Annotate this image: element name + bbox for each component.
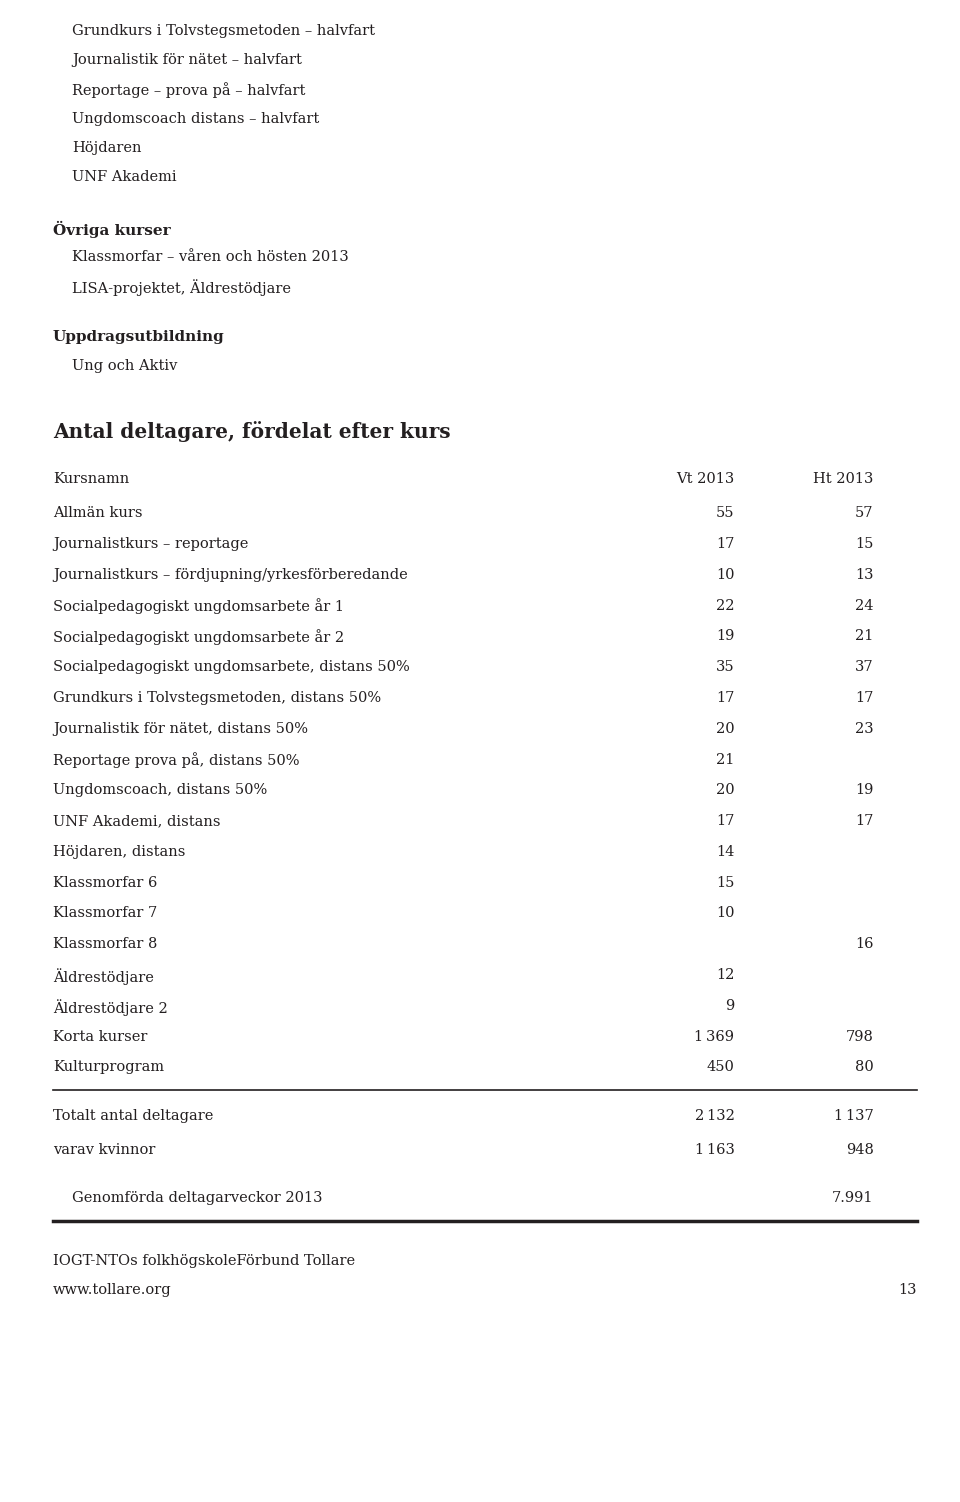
Text: Klassmorfar 6: Klassmorfar 6 xyxy=(53,876,157,889)
Text: Journalistkurs – reportage: Journalistkurs – reportage xyxy=(53,536,249,551)
Text: Journalistkurs – fördjupning/yrkesförberedande: Journalistkurs – fördjupning/yrkesförber… xyxy=(53,568,408,581)
Text: Övriga kurser: Övriga kurser xyxy=(53,221,171,237)
Text: 2 132: 2 132 xyxy=(694,1108,734,1123)
Text: 13: 13 xyxy=(899,1283,917,1298)
Text: 80: 80 xyxy=(854,1060,874,1074)
Text: 24: 24 xyxy=(855,598,874,613)
Text: Ung och Aktiv: Ung och Aktiv xyxy=(72,359,178,372)
Text: UNF Akademi: UNF Akademi xyxy=(72,170,177,185)
Text: Journalistik för nätet – halvfart: Journalistik för nätet – halvfart xyxy=(72,53,301,68)
Text: 21: 21 xyxy=(716,753,734,766)
Text: 15: 15 xyxy=(716,876,734,889)
Text: 17: 17 xyxy=(716,691,734,704)
Text: 1 137: 1 137 xyxy=(834,1108,874,1123)
Text: IOGT-NTOs folkhögskoleFörbund Tollare: IOGT-NTOs folkhögskoleFörbund Tollare xyxy=(53,1254,355,1268)
Text: 37: 37 xyxy=(855,659,874,674)
Text: 17: 17 xyxy=(716,536,734,551)
Text: 450: 450 xyxy=(707,1060,734,1074)
Text: 17: 17 xyxy=(855,814,874,828)
Text: UNF Akademi, distans: UNF Akademi, distans xyxy=(53,814,220,828)
Text: 948: 948 xyxy=(846,1143,874,1157)
Text: 19: 19 xyxy=(716,629,734,643)
Text: Reportage prova på, distans 50%: Reportage prova på, distans 50% xyxy=(53,753,300,769)
Text: Totalt antal deltagare: Totalt antal deltagare xyxy=(53,1108,213,1123)
Text: 10: 10 xyxy=(716,568,734,581)
Text: 16: 16 xyxy=(855,937,874,951)
Text: Grundkurs i Tolvstegsmetoden – halvfart: Grundkurs i Tolvstegsmetoden – halvfart xyxy=(72,24,375,38)
Text: Uppdragsutbildning: Uppdragsutbildning xyxy=(53,329,225,344)
Text: Reportage – prova på – halvfart: Reportage – prova på – halvfart xyxy=(72,83,305,99)
Text: 12: 12 xyxy=(716,967,734,982)
Text: 17: 17 xyxy=(855,691,874,704)
Text: Socialpedagogiskt ungdomsarbete, distans 50%: Socialpedagogiskt ungdomsarbete, distans… xyxy=(53,659,410,674)
Text: Klassmorfar – våren och hösten 2013: Klassmorfar – våren och hösten 2013 xyxy=(72,249,348,264)
Text: 1 369: 1 369 xyxy=(694,1029,734,1044)
Text: Höjdaren, distans: Höjdaren, distans xyxy=(53,844,185,859)
Text: Vt 2013: Vt 2013 xyxy=(676,472,734,487)
Text: Socialpedagogiskt ungdomsarbete år 1: Socialpedagogiskt ungdomsarbete år 1 xyxy=(53,598,344,614)
Text: Genomförda deltagarveckor 2013: Genomförda deltagarveckor 2013 xyxy=(72,1191,323,1205)
Text: 23: 23 xyxy=(855,721,874,736)
Text: varav kvinnor: varav kvinnor xyxy=(53,1143,156,1157)
Text: Äldrestödjare: Äldrestödjare xyxy=(53,967,154,985)
Text: Ungdomscoach, distans 50%: Ungdomscoach, distans 50% xyxy=(53,783,267,798)
Text: Klassmorfar 8: Klassmorfar 8 xyxy=(53,937,157,951)
Text: Klassmorfar 7: Klassmorfar 7 xyxy=(53,906,157,921)
Text: www.tollare.org: www.tollare.org xyxy=(53,1283,172,1298)
Text: 7.991: 7.991 xyxy=(832,1191,874,1205)
Text: 55: 55 xyxy=(716,506,734,520)
Text: Kursnamn: Kursnamn xyxy=(53,472,129,487)
Text: 798: 798 xyxy=(846,1029,874,1044)
Text: 57: 57 xyxy=(855,506,874,520)
Text: Antal deltagare, fördelat efter kurs: Antal deltagare, fördelat efter kurs xyxy=(53,421,450,442)
Text: 17: 17 xyxy=(716,814,734,828)
Text: Socialpedagogiskt ungdomsarbete år 2: Socialpedagogiskt ungdomsarbete år 2 xyxy=(53,629,344,646)
Text: Journalistik för nätet, distans 50%: Journalistik för nätet, distans 50% xyxy=(53,721,308,736)
Text: 20: 20 xyxy=(716,721,734,736)
Text: 1 163: 1 163 xyxy=(694,1143,734,1157)
Text: LISA-projektet, Äldrestödjare: LISA-projektet, Äldrestödjare xyxy=(72,279,291,296)
Text: 15: 15 xyxy=(855,536,874,551)
Text: 9: 9 xyxy=(725,999,734,1012)
Text: 20: 20 xyxy=(716,783,734,798)
Text: 35: 35 xyxy=(716,659,734,674)
Text: Korta kurser: Korta kurser xyxy=(53,1029,147,1044)
Text: 19: 19 xyxy=(855,783,874,798)
Text: Grundkurs i Tolvstegsmetoden, distans 50%: Grundkurs i Tolvstegsmetoden, distans 50… xyxy=(53,691,381,704)
Text: Äldrestödjare 2: Äldrestödjare 2 xyxy=(53,999,168,1015)
Text: Höjdaren: Höjdaren xyxy=(72,141,141,155)
Text: Ht 2013: Ht 2013 xyxy=(813,472,874,487)
Text: 22: 22 xyxy=(716,598,734,613)
Text: 14: 14 xyxy=(716,844,734,859)
Text: 21: 21 xyxy=(855,629,874,643)
Text: Allmän kurs: Allmän kurs xyxy=(53,506,142,520)
Text: 13: 13 xyxy=(855,568,874,581)
Text: 10: 10 xyxy=(716,906,734,921)
Text: Kulturprogram: Kulturprogram xyxy=(53,1060,164,1074)
Text: Ungdomscoach distans – halvfart: Ungdomscoach distans – halvfart xyxy=(72,111,320,126)
